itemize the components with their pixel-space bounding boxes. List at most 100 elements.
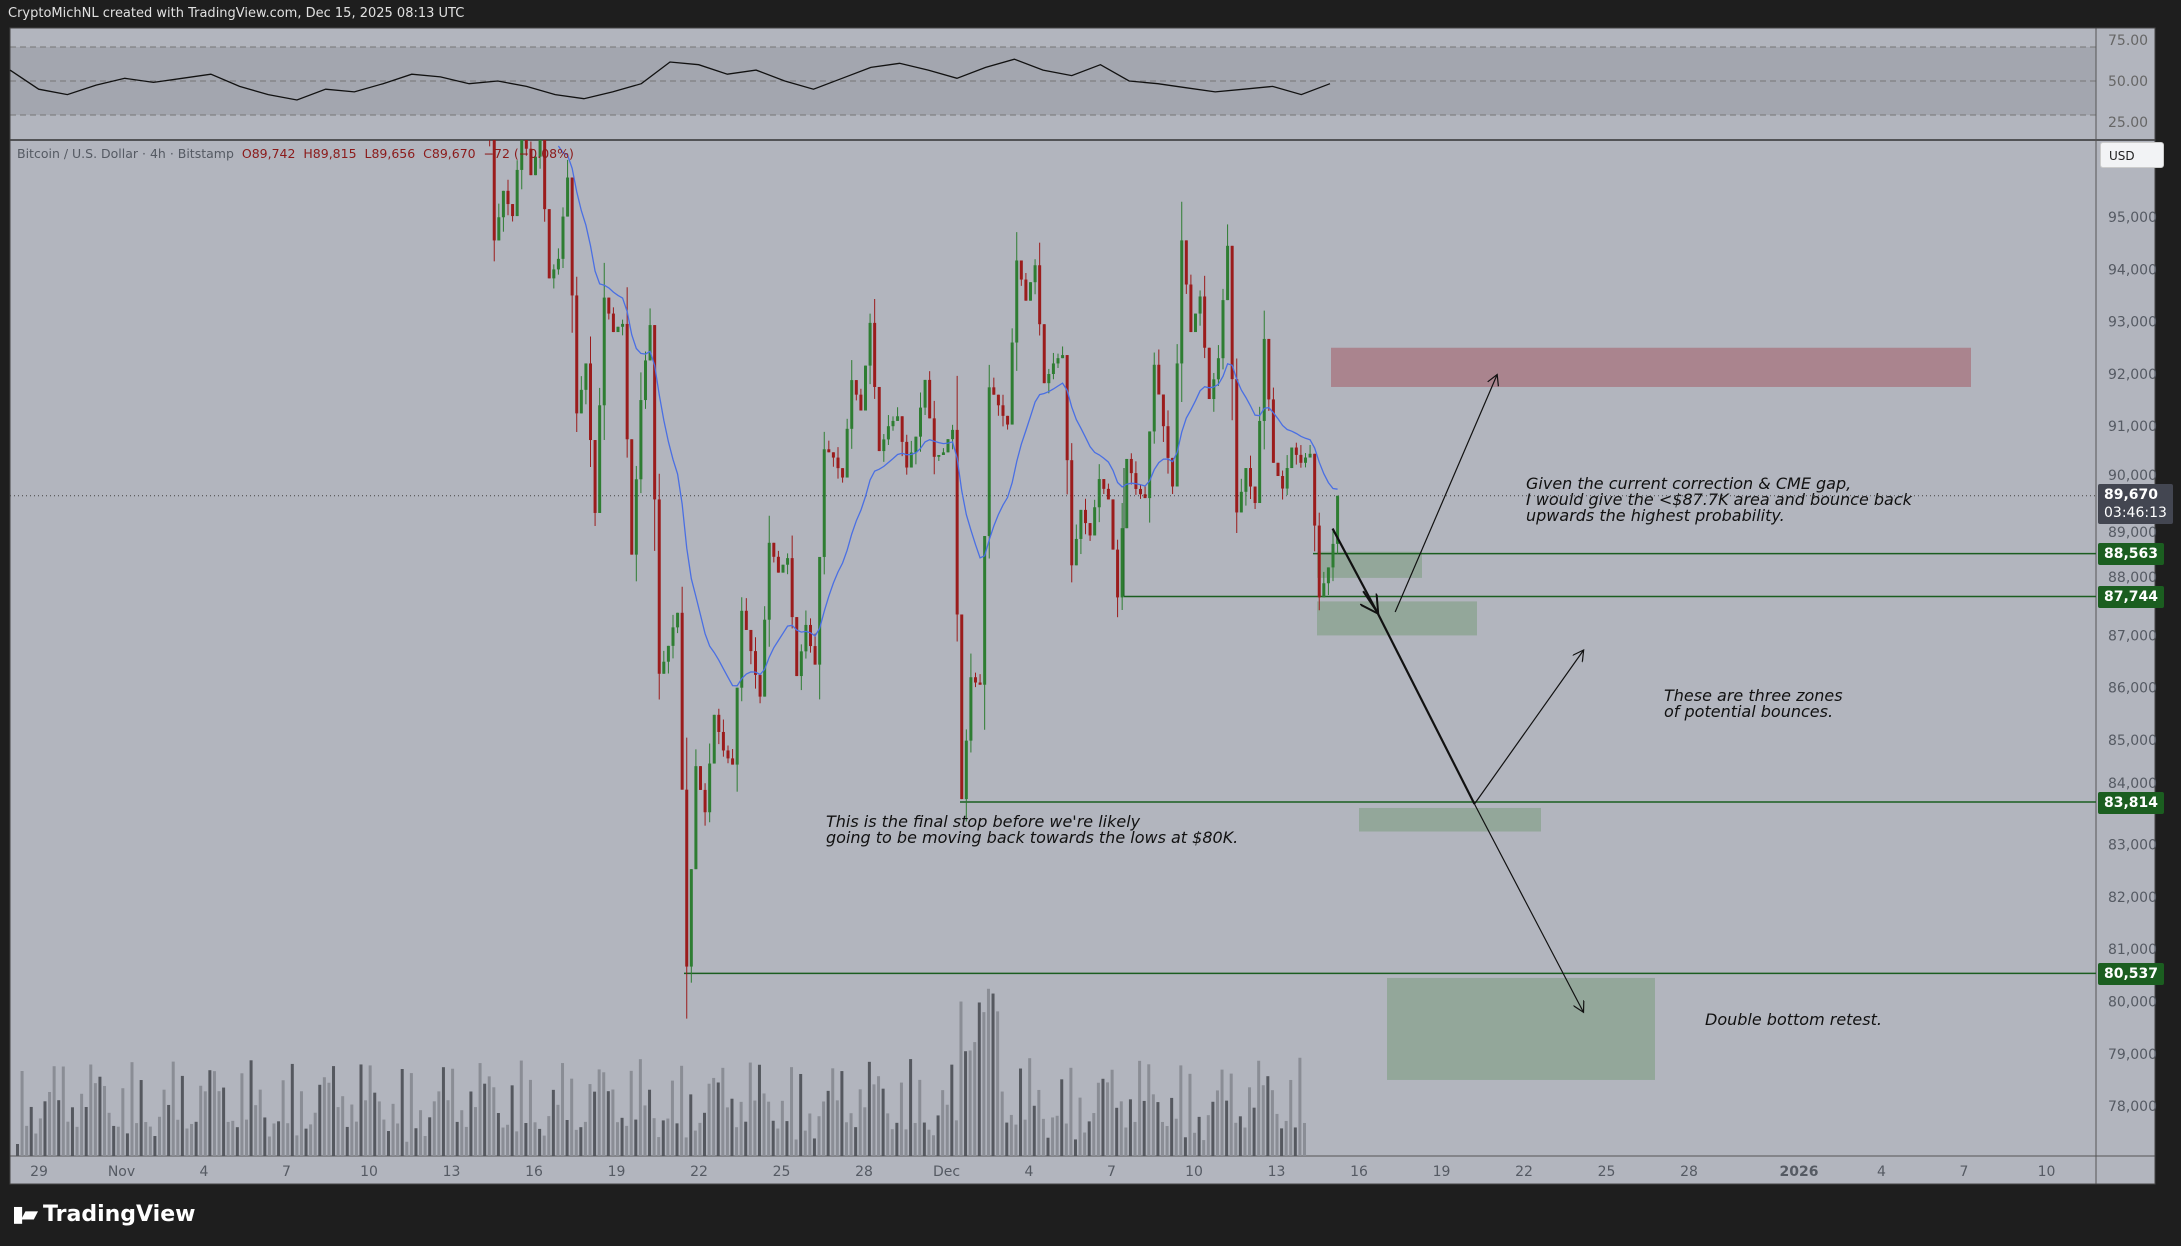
volume-bar — [986, 988, 990, 1156]
volume-bar — [1156, 1102, 1160, 1156]
volume-bar — [148, 1126, 152, 1156]
candle-body — [1221, 300, 1225, 359]
candle-body — [1326, 567, 1330, 584]
time-tick-label: 19 — [1433, 1164, 1451, 1180]
candle-body — [1015, 260, 1019, 343]
volume-bar — [648, 1089, 652, 1156]
volume-bar — [455, 1121, 459, 1156]
volume-bar — [1023, 1119, 1027, 1156]
candle-body — [914, 436, 918, 453]
time-tick-label: 4 — [1877, 1164, 1886, 1180]
price-tick-label: 84,000 — [2108, 776, 2157, 792]
candle-body — [818, 556, 822, 665]
candle-body — [983, 536, 987, 685]
currency-button[interactable]: USD — [2100, 142, 2164, 168]
candle-body — [969, 677, 973, 741]
volume-bar — [844, 1122, 848, 1156]
candle-body — [689, 869, 693, 967]
brand-name: TradingView — [43, 1202, 196, 1227]
volume-bar — [1142, 1100, 1146, 1156]
volume-bar — [941, 1090, 945, 1156]
volume-bar — [249, 1060, 253, 1156]
volume-bar — [615, 1122, 619, 1156]
volume-bar — [606, 1091, 610, 1156]
current-price: 89,670 — [2104, 487, 2159, 503]
annotation-double-bottom: Double bottom retest. — [1705, 1010, 1882, 1029]
candle-body — [708, 763, 712, 813]
candle-body — [589, 363, 592, 441]
price-tick-label: 79,000 — [2108, 1047, 2157, 1063]
volume-bar — [116, 1126, 120, 1156]
volume-bar — [460, 1110, 464, 1156]
candle-body — [1088, 523, 1092, 536]
price-tick-label: 81,000 — [2108, 942, 2157, 958]
candle-body — [1336, 495, 1340, 544]
candle-body — [584, 363, 588, 390]
volume-bar — [322, 1077, 326, 1156]
candle-body — [836, 457, 840, 469]
symbol-name: Bitcoin / U.S. Dollar · 4h · Bitstamp — [17, 146, 234, 161]
candle-body — [556, 258, 560, 270]
candle-body — [1102, 479, 1106, 489]
candle-body — [891, 420, 895, 427]
volume-bar — [16, 1144, 19, 1156]
candle-body — [1299, 454, 1303, 463]
candle-body — [611, 313, 615, 333]
candle-body — [1313, 453, 1317, 526]
volume-bar — [162, 1089, 166, 1156]
candle-body — [497, 217, 501, 241]
volume-bar — [680, 1065, 684, 1156]
volume-bar — [950, 1064, 954, 1156]
candle-body — [868, 322, 872, 366]
volume-bar — [716, 1082, 720, 1156]
ema-line — [557, 145, 1338, 687]
volume-bar — [945, 1104, 949, 1156]
candle-body — [790, 558, 794, 618]
volume-bar — [332, 1066, 336, 1156]
volume-bar — [1197, 1116, 1201, 1156]
volume-bar — [753, 1100, 757, 1156]
volume-bar — [831, 1068, 835, 1156]
volume-bar — [515, 1131, 519, 1156]
volume-bar — [52, 1066, 56, 1156]
volume-bar — [1261, 1085, 1265, 1156]
candle-body — [1070, 460, 1074, 566]
candle-body — [1161, 394, 1165, 427]
volume-bar — [886, 1113, 890, 1156]
candle-body — [1065, 355, 1069, 461]
volume-bar — [771, 1120, 775, 1156]
legend-close: C89,670 — [423, 146, 476, 161]
volume-bar — [973, 1042, 977, 1156]
volume-bar — [487, 1076, 491, 1156]
volume-bar — [1096, 1082, 1100, 1156]
volume-bar — [409, 1073, 413, 1156]
time-tick-label: 7 — [1107, 1164, 1116, 1180]
candle-body — [607, 297, 611, 314]
volume-bar — [538, 1128, 542, 1156]
candle-body — [1230, 245, 1234, 380]
rsi-tick-label: 75.00 — [2108, 33, 2148, 49]
volume-bar — [1289, 1079, 1293, 1156]
volume-bar — [634, 1119, 638, 1156]
candle-body — [809, 624, 812, 647]
volume-bar — [345, 1126, 349, 1156]
price-tick-label: 78,000 — [2108, 1099, 2157, 1115]
tradingview-logo[interactable]: ▮▰ TradingView — [12, 1202, 195, 1227]
volume-bar — [675, 1123, 679, 1156]
candle-body — [1290, 447, 1294, 469]
candle-body — [621, 323, 625, 327]
candle-body — [1304, 457, 1307, 463]
candle-body — [767, 542, 771, 620]
candle-body — [1056, 358, 1060, 364]
volume-bar — [419, 1110, 423, 1156]
candle-body — [570, 177, 574, 296]
zone-box — [1331, 347, 1971, 387]
volume-bar — [533, 1122, 537, 1156]
candle-body — [648, 325, 652, 361]
candle-body — [630, 439, 634, 555]
time-tick-label: 25 — [1598, 1164, 1616, 1180]
time-tick-label: Nov — [108, 1164, 135, 1180]
current-price-tag: 89,670 03:46:13 — [2098, 484, 2173, 524]
volume-bar — [84, 1107, 88, 1156]
